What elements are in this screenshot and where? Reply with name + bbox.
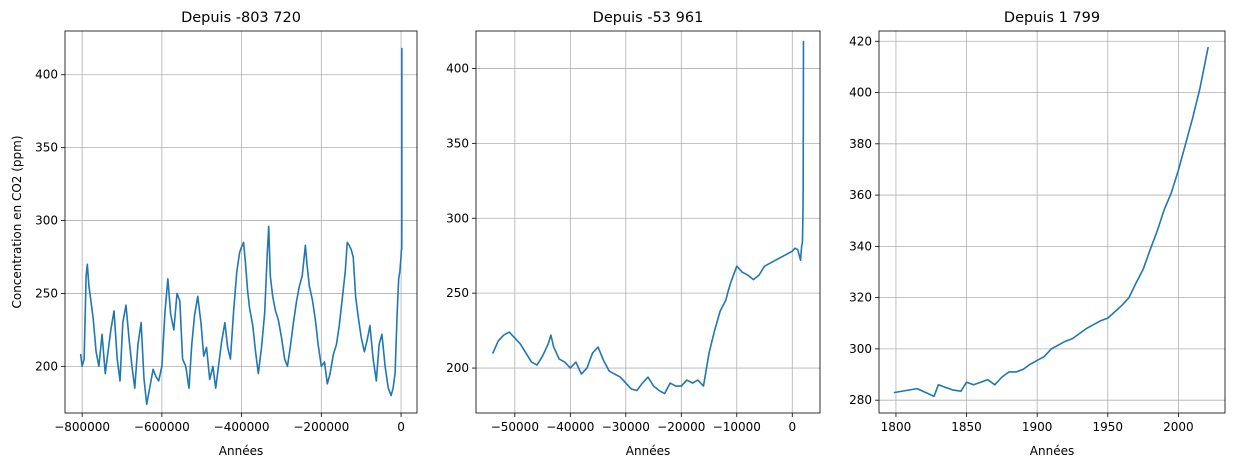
y-tick-label: 400 [849,86,872,100]
x-tick-label: 1950 [1093,420,1124,434]
subplot-2: −50000 −40000 −30000 −20000 −10000 0 200 250 300… [446,10,821,458]
y-tick-label: 300 [35,214,58,228]
x-tick-label: −600000 [134,420,190,434]
x-tick-label: 2000 [1163,420,1194,434]
y-tick-label: 300 [446,211,469,225]
chart-title: Depuis -803 720 [181,10,301,26]
chart-title: Depuis -53 961 [593,10,704,26]
x-tick-label: −50000 [491,420,539,434]
y-tick-label: 350 [446,136,469,150]
x-tick-label: 1850 [951,420,982,434]
y-tick-label: 420 [849,34,872,48]
chart-title: Depuis 1 799 [1004,10,1100,26]
x-axis-label: Années [626,444,670,458]
y-tick-label: 300 [849,342,872,356]
y-axis-label: Concentration en CO2 (ppm) [10,135,24,308]
y-tick-label: 200 [446,361,469,375]
x-tick-label: 0 [788,420,796,434]
x-tick-label: −30000 [602,420,650,434]
y-tick-label: 400 [35,68,58,82]
co2-series-line [893,46,1209,398]
x-tick-label: −40000 [546,420,594,434]
x-axis-label: Années [1030,444,1074,458]
x-tick-label: −400000 [214,420,270,434]
y-tick-label: 250 [446,286,469,300]
x-axis-label: Années [219,444,263,458]
y-tick-label: 250 [35,286,58,300]
axes-frame [878,30,1226,414]
x-tick-label: 1800 [881,420,912,434]
y-tick-label: 360 [849,188,872,202]
x-tick-label: −20000 [657,420,705,434]
y-tick-label: 340 [849,239,872,253]
y-tick-label: 400 [446,61,469,75]
y-tick-label: 320 [849,291,872,305]
y-tick-label: 280 [849,393,872,407]
co2-series-line [79,47,403,406]
x-tick-label: −10000 [713,420,761,434]
subplot-1: −800000 −600000 −400000 −200000 0 200 250 300 35… [10,10,418,458]
subplot-3: 1800 1850 1900 1950 2000 280 300 320 340 360 380 40… [849,10,1226,458]
x-tick-label: 0 [397,420,405,434]
y-tick-label: 200 [35,359,58,373]
y-tick-label: 350 [35,141,58,155]
axes-frame [475,30,821,414]
x-tick-label: −800000 [54,420,110,434]
x-tick-label: −200000 [293,420,349,434]
x-tick-label: 1900 [1022,420,1053,434]
co2-series-line [492,40,805,395]
axes-frame [64,30,418,414]
y-tick-label: 380 [849,137,872,151]
